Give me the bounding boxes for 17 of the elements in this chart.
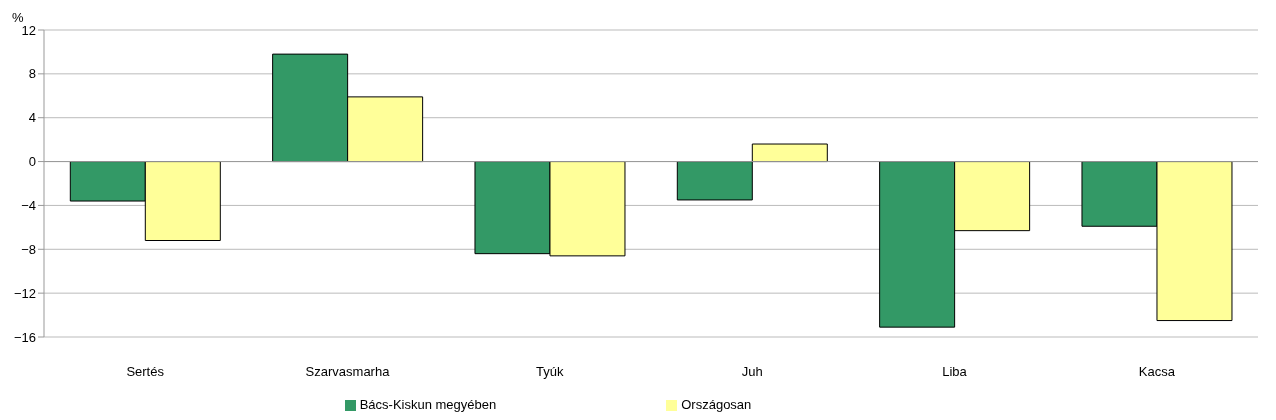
legend-label: Bács-Kiskun megyében bbox=[359, 397, 497, 412]
y-tick-label: −12 bbox=[13, 285, 36, 301]
x-tick-label: Kacsa bbox=[1138, 364, 1176, 380]
y-axis-title: % bbox=[12, 10, 24, 25]
legend-label: Országosan bbox=[681, 397, 752, 412]
y-tick-label: −4 bbox=[21, 198, 36, 214]
y-tick-label: −16 bbox=[13, 329, 36, 345]
y-tick-label: 0 bbox=[28, 154, 36, 170]
y-tick-label: 8 bbox=[28, 66, 36, 82]
y-tick-label: −8 bbox=[21, 241, 36, 257]
y-tick-label: 4 bbox=[28, 110, 36, 126]
x-tick-label: Tyúk bbox=[536, 364, 565, 380]
x-tick-label: Szarvasmarha bbox=[305, 364, 391, 380]
x-tick-label: Sertés bbox=[126, 364, 165, 380]
x-tick-label: Liba bbox=[942, 364, 968, 380]
y-tick-label: 12 bbox=[21, 22, 36, 38]
x-tick-label: Juh bbox=[741, 364, 763, 380]
